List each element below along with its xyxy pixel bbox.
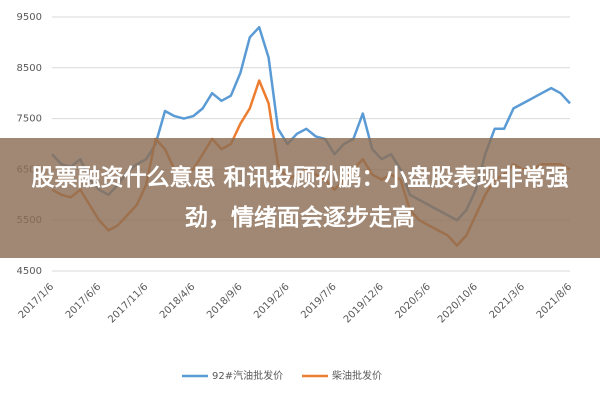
x-tick-label: 2020/10/6 (436, 281, 480, 325)
x-tick-label: 2018/4/6 (158, 281, 198, 321)
x-tick-label: 2017/11/6 (106, 281, 150, 325)
y-tick-label: 7500 (17, 114, 42, 125)
x-tick-label: 2019/7/6 (299, 281, 339, 321)
x-tick-label: 2021/8/6 (535, 281, 575, 321)
legend-label: 柴油批发价 (332, 369, 382, 382)
x-tick-label: 2018/9/6 (205, 281, 245, 321)
y-tick-label: 4500 (17, 266, 42, 277)
legend-label: 92#汽油批发价 (212, 369, 283, 382)
x-tick-label: 2017/6/6 (64, 281, 104, 321)
banner-text: 股票融资什么意思 和讯投顾孙鹏：小盘股表现非常强劲，情绪面会逐步走高 (31, 165, 569, 231)
x-tick-label: 2019/2/6 (252, 281, 292, 321)
x-tick-label: 2021/3/6 (488, 281, 528, 321)
y-tick-label: 9500 (17, 12, 42, 23)
y-tick-label: 8500 (17, 63, 42, 74)
x-tick-label: 2019/12/6 (342, 281, 386, 325)
x-tick-label: 2017/1/6 (17, 281, 57, 321)
x-tick-label: 2020/5/6 (393, 281, 433, 321)
banner: 股票融资什么意思 和讯投顾孙鹏：小盘股表现非常强劲，情绪面会逐步走高 (0, 138, 600, 258)
